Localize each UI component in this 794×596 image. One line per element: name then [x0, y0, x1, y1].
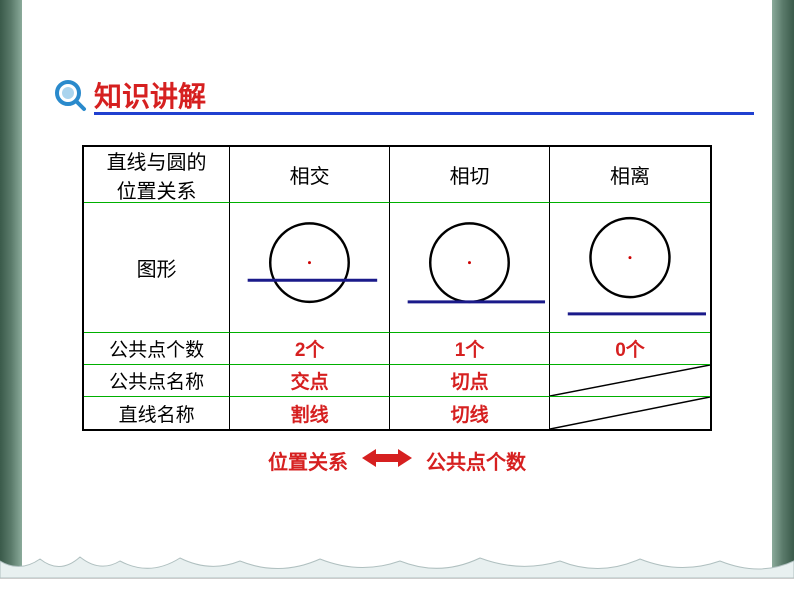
row-label-diagram: 图形	[84, 203, 230, 333]
count-separate: 0个	[550, 333, 710, 365]
point-name-row: 公共点名称 交点 切点	[84, 365, 710, 397]
th-relation: 直线与圆的 位置关系	[84, 147, 230, 203]
intersect-icon	[230, 203, 389, 332]
relation-table: 直线与圆的 位置关系 相交 相切 相离 图形	[82, 145, 712, 431]
double-arrow-icon	[354, 447, 420, 475]
pname-separate	[550, 365, 710, 397]
diagram-tangent	[390, 203, 550, 333]
pname-intersect: 交点	[230, 365, 390, 397]
footer-left: 位置关系	[268, 446, 348, 475]
row-label-lname: 直线名称	[84, 397, 230, 429]
heading-text: 知识讲解	[94, 75, 206, 115]
line-name-row: 直线名称 割线 切线	[84, 397, 710, 429]
count-row: 公共点个数 2个 1个 0个	[84, 333, 710, 365]
count-intersect: 2个	[230, 333, 390, 365]
pname-tangent: 切点	[390, 365, 550, 397]
th-separate: 相离	[550, 147, 710, 203]
lname-tangent: 切线	[390, 397, 550, 429]
magnifier-icon	[52, 77, 88, 113]
slash-icon	[550, 365, 710, 396]
diagram-row: 图形	[84, 203, 710, 333]
th-relation-l2: 位置关系	[117, 175, 197, 204]
table-header-row: 直线与圆的 位置关系 相交 相切 相离	[84, 147, 710, 203]
lname-separate	[550, 397, 710, 429]
lname-intersect: 割线	[230, 397, 390, 429]
footer-right: 公共点个数	[426, 446, 526, 475]
slash-icon	[550, 397, 710, 429]
diagram-separate	[550, 203, 710, 333]
tangent-icon	[390, 203, 549, 332]
frame-right	[772, 0, 794, 596]
frame-left	[0, 0, 22, 596]
separate-icon	[550, 203, 710, 332]
icicle-decoration	[0, 553, 794, 578]
th-relation-l1: 直线与圆的	[107, 146, 207, 175]
row-label-count: 公共点个数	[84, 333, 230, 365]
slide-content: 知识讲解 直线与圆的 位置关系 相交 相切 相离 图形	[22, 0, 772, 578]
count-tangent: 1个	[390, 333, 550, 365]
frame-bottom	[0, 578, 794, 596]
heading-row: 知识讲解	[52, 75, 772, 115]
footer-row: 位置关系 公共点个数	[22, 446, 772, 475]
diagram-intersect	[230, 203, 390, 333]
th-tangent: 相切	[390, 147, 550, 203]
row-label-pname: 公共点名称	[84, 365, 230, 397]
th-intersect: 相交	[230, 147, 390, 203]
